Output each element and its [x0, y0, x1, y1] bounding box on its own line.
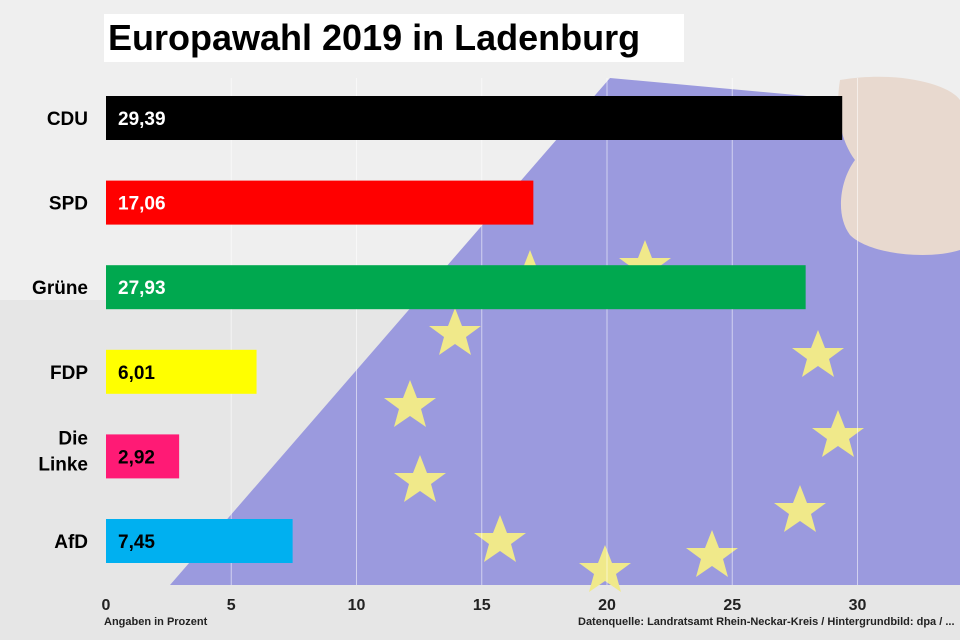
category-label: Grüne — [32, 278, 88, 299]
category-label: Die — [58, 428, 88, 449]
x-tick-label: 10 — [348, 597, 366, 614]
bar — [106, 96, 843, 140]
footer-unit-note: Angaben in Prozent — [104, 616, 208, 628]
category-label: CDU — [47, 109, 88, 130]
x-tick-label: 25 — [723, 597, 741, 614]
bar-value-label: 2,92 — [118, 447, 155, 468]
category-label: FDP — [50, 363, 88, 384]
x-tick-label: 5 — [227, 597, 236, 614]
bar — [106, 180, 534, 225]
bar — [106, 265, 806, 310]
x-tick-label: 0 — [102, 597, 111, 614]
title-background — [104, 14, 684, 62]
bar-value-label: 27,93 — [118, 278, 166, 299]
category-label: SPD — [49, 194, 88, 215]
bar-value-label: 6,01 — [118, 363, 155, 384]
chart-title: Europawahl 2019 in Ladenburg — [108, 17, 641, 58]
footer-source-note: Datenquelle: Landratsamt Rhein-Neckar-Kr… — [578, 616, 955, 628]
x-tick-label: 20 — [598, 597, 616, 614]
category-label: Linke — [38, 454, 88, 475]
bar — [106, 434, 180, 479]
category-label: AfD — [54, 532, 88, 553]
bar — [106, 349, 257, 394]
x-tick-label: 15 — [473, 597, 491, 614]
bar-value-label: 29,39 — [118, 109, 166, 130]
bar-value-label: 17,06 — [118, 194, 166, 215]
x-tick-label: 30 — [849, 597, 867, 614]
bar-value-label: 7,45 — [118, 532, 155, 553]
bar — [106, 519, 293, 563]
